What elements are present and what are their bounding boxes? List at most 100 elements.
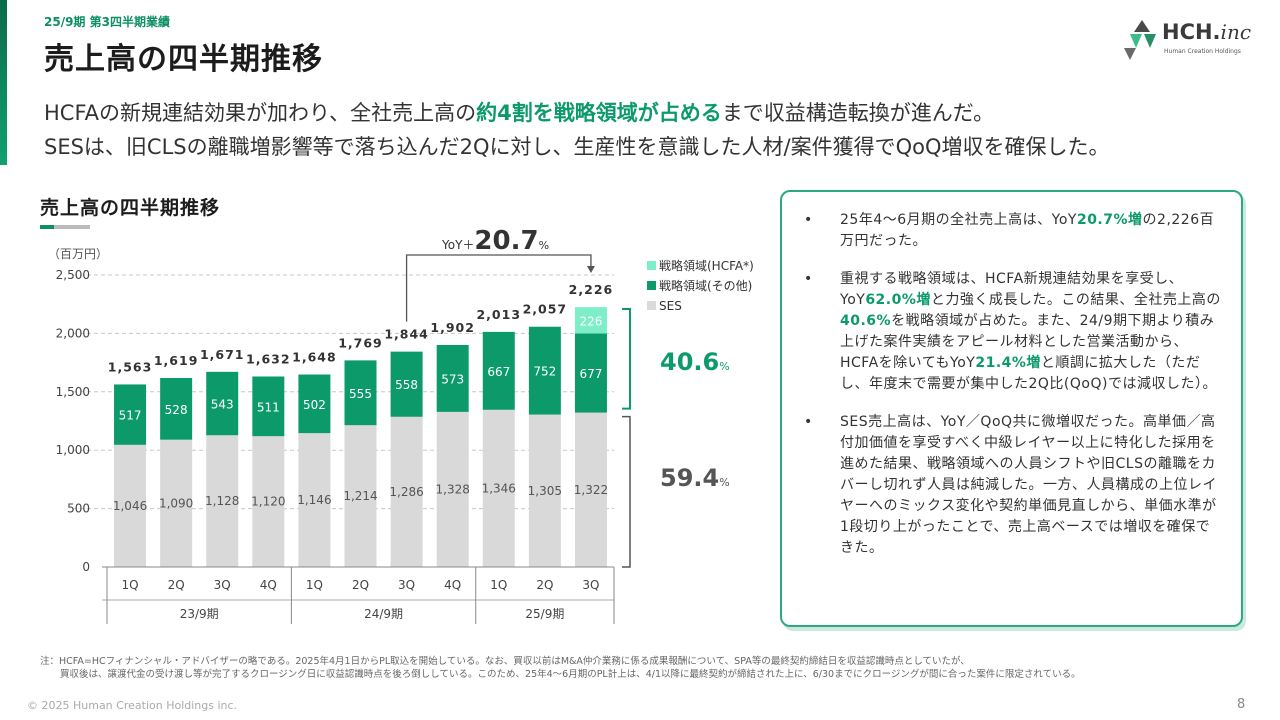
bar-strategic-other: [160, 378, 193, 440]
data-label-total: 1,563: [108, 359, 153, 374]
legend-label: 戦略領域(その他): [659, 278, 752, 293]
data-label-strategic-other: 667: [487, 365, 510, 379]
legend-swatch: [647, 261, 656, 270]
logo-subtitle: Human Creation Holdings: [1164, 48, 1241, 55]
legend-swatch: [647, 301, 656, 310]
share-ses-value: 59.4%: [660, 464, 730, 492]
commentary-bullet-3: • SES売上高は、YoY／QoQ共に微増収だった。高単価／高付加価値を享受すべく…: [804, 414, 1217, 556]
page-number: 8: [1237, 697, 1246, 712]
share-bracket-strategic: [622, 308, 631, 410]
data-label-total: 2,057: [523, 302, 568, 317]
data-label-ses: 1,090: [159, 496, 193, 510]
data-label-total: 2,226: [569, 282, 614, 297]
bar-strategic-other: [390, 351, 423, 417]
data-label-ses: 1,305: [528, 484, 562, 498]
bar-strategic-other: [344, 360, 377, 426]
bar-strategic-other: [436, 344, 469, 412]
footnote: 注：HCFA=HCフィナンシャル・アドバイザーの略である。2025年4月1日から…: [40, 656, 1081, 680]
y-axis-unit-label: （百万円）: [48, 247, 108, 261]
category-label: 3Q: [398, 578, 415, 592]
data-label-ses: 1,128: [205, 494, 239, 508]
data-label-ses: 1,322: [574, 483, 608, 497]
group-label: 24/9期: [364, 607, 403, 621]
data-label-total: 1,902: [430, 320, 475, 335]
category-label: 3Q: [582, 578, 599, 592]
data-label-ses: 1,346: [482, 481, 516, 495]
section-kicker: 25/9期 第3四半期業績: [44, 15, 170, 29]
category-label: 1Q: [490, 578, 507, 592]
data-label-total: 1,671: [200, 347, 245, 362]
bar-strategic-other: [252, 376, 285, 437]
data-label-ses: 1,146: [297, 493, 331, 507]
yoy-connector: [405, 254, 592, 322]
accent-bar: [0, 0, 7, 165]
data-label-ses: 1,214: [343, 489, 377, 503]
group-label: 25/9期: [525, 607, 564, 621]
data-label-strategic-other: 677: [580, 367, 603, 381]
chart-section-title: 売上高の四半期推移: [40, 197, 221, 219]
bar-ses: [160, 439, 193, 567]
data-label-strategic-other: 517: [119, 409, 142, 423]
data-label-strategic-other: 502: [303, 398, 326, 412]
commentary-bullet-2: • 重視する戦略領域は、HCFA新規連結効果を享受し、YoY62.0%増と力強く成…: [804, 271, 1221, 392]
data-label-total: 1,632: [246, 351, 291, 366]
bar-strategic-other: [298, 374, 331, 434]
bar-ses: [390, 416, 423, 567]
bar-strategic-other: [528, 326, 561, 415]
data-label-total: 1,619: [154, 353, 199, 368]
data-label-total: 2,013: [476, 307, 521, 322]
bar-ses: [528, 414, 561, 567]
category-label: 2Q: [168, 578, 185, 592]
data-label-strategic-other: 528: [165, 403, 188, 417]
copyright: © 2025 Human Creation Holdings inc.: [27, 699, 238, 712]
data-label-ses: 1,286: [389, 485, 423, 499]
y-tick-label: 500: [67, 502, 90, 516]
legend-label: 戦略領域(HCFA*): [659, 258, 754, 273]
category-label: 4Q: [260, 578, 277, 592]
yoy-arrowhead: [586, 266, 595, 274]
category-label: 4Q: [444, 578, 461, 592]
company-logo: HCH.inc Human Creation Holdings: [1120, 18, 1270, 66]
data-label-hcfa: 226: [580, 314, 603, 328]
bar-ses: [574, 412, 607, 567]
y-tick-label: 1,500: [56, 385, 90, 399]
bar-strategic-hcfa: [574, 307, 607, 334]
logo-wordmark: HCH.inc: [1162, 20, 1252, 44]
data-label-ses: 1,328: [436, 482, 470, 496]
bar-ses: [344, 425, 377, 567]
legend-swatch: [647, 281, 656, 290]
data-label-total: 1,844: [384, 327, 429, 342]
bar-ses: [436, 411, 469, 567]
data-label-strategic-other: 555: [349, 387, 372, 401]
share-bracket-ses: [622, 415, 631, 568]
yoy-annotation: YoY＋20.7%: [441, 226, 549, 256]
section-underline: [40, 225, 90, 229]
share-strategic-value: 40.6%: [660, 348, 730, 376]
data-label-ses: 1,120: [251, 495, 285, 509]
data-label-ses: 1,046: [113, 499, 147, 513]
page-title: 売上高の四半期推移: [44, 42, 323, 77]
bar-strategic-other: [114, 384, 147, 445]
category-label: 2Q: [352, 578, 369, 592]
bar-strategic-other: [574, 333, 607, 413]
headline-line-1: HCFAの新規連結効果が加わり、全社売上高の約4割を戦略領域が占めるまで収益構造…: [44, 101, 995, 125]
quarterly-sales-chart: （百万円） 0 500 1,000 1,500 2,000 2,500 1,046 517 1,5…: [48, 226, 754, 624]
bar-ses: [252, 436, 285, 567]
data-label-total: 1,769: [338, 335, 383, 350]
data-label-strategic-other: 573: [441, 372, 464, 386]
category-label: 2Q: [536, 578, 553, 592]
data-label-total: 1,648: [292, 350, 337, 365]
y-tick-label: 2,000: [56, 326, 90, 340]
y-tick-label: 2,500: [56, 268, 90, 282]
category-label: 1Q: [306, 578, 323, 592]
data-label-strategic-other: 752: [533, 365, 556, 379]
data-label-strategic-other: 511: [257, 400, 280, 414]
data-label-strategic-other: 543: [211, 398, 234, 412]
headline-line-2: SESは、旧CLSの離職増影響等で落ち込んだ2Qに対し、生産性を意識した人材/案…: [44, 135, 1110, 159]
legend-label: SES: [659, 299, 682, 313]
y-tick-label: 0: [82, 560, 90, 574]
category-label: 1Q: [121, 578, 138, 592]
commentary-panel: • 25年4〜6月期の全社売上高は、YoY20.7%増の2,226百万円だった。 …: [780, 190, 1243, 627]
bar-ses: [298, 433, 331, 567]
bar-strategic-other: [206, 371, 239, 436]
